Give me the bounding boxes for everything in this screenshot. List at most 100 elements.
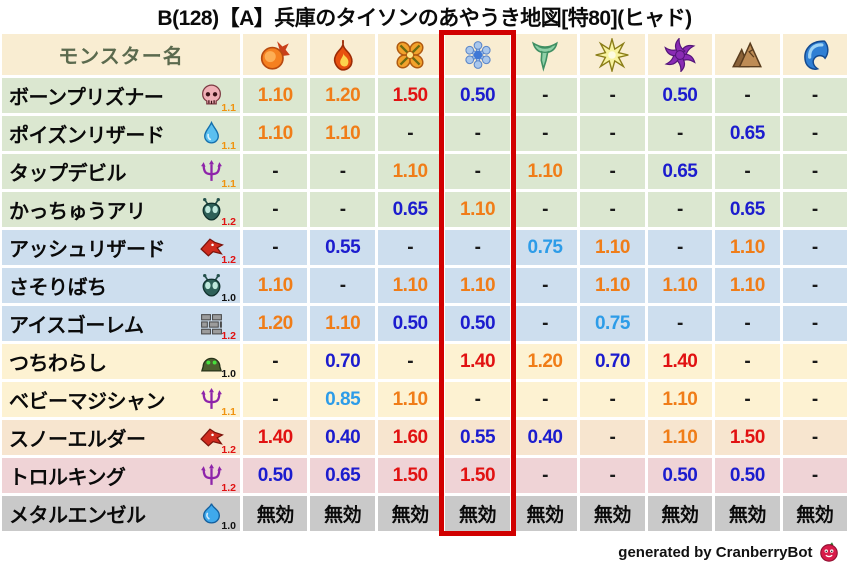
value-cell-explosion: -: [377, 344, 443, 379]
monster-name-header-label: モンスター名: [58, 46, 184, 68]
value-cell-wind: -: [512, 268, 578, 303]
resistance-value: -: [407, 236, 414, 258]
value-cell-lightning: -: [580, 78, 645, 113]
resistance-value: 0.85: [325, 388, 361, 410]
value-cell-earth: -: [715, 382, 780, 417]
value-cell-water: -: [782, 116, 847, 151]
resistance-value: -: [744, 84, 751, 106]
resistance-value: 1.10: [594, 274, 630, 296]
resistance-value: -: [744, 312, 751, 334]
resistance-value: 1.50: [460, 464, 496, 486]
value-cell-fire: 1.40: [243, 420, 308, 455]
value-cell-lightning: -: [580, 420, 645, 455]
column-header-earth: [715, 34, 780, 75]
resistance-value: 1.10: [257, 122, 293, 144]
hp-multiplier: 1.2: [221, 443, 236, 456]
value-cell-dark: -: [647, 230, 713, 265]
monster-name-header: モンスター名: [2, 34, 240, 75]
value-cell-lightning: 1.10: [580, 230, 645, 265]
value-cell-earth: 1.10: [715, 268, 780, 303]
value-cell-earth: 1.10: [715, 230, 780, 265]
resistance-value: 0.40: [527, 426, 563, 448]
value-cell-explosion: -: [377, 116, 443, 151]
monster-row-スノーエルダー: スノーエルダー 1.2: [2, 420, 240, 455]
resistance-value: -: [339, 274, 346, 296]
dragon-icon: 1.2: [199, 235, 236, 265]
value-cell-wind: -: [512, 458, 578, 493]
value-cell-fire: -: [243, 230, 308, 265]
monster-row-かっちゅうアリ: かっちゅうアリ 1.2: [2, 192, 240, 227]
value-cell-fire: 1.10: [243, 268, 308, 303]
value-cell-ice: -: [445, 382, 510, 417]
resistance-value: -: [407, 122, 414, 144]
resistance-value: -: [811, 350, 818, 372]
resistance-value: -: [339, 160, 346, 182]
value-cell-water: -: [782, 306, 847, 341]
resistance-value: -: [744, 350, 751, 372]
value-cell-earth: -: [715, 344, 780, 379]
resistance-value: 0.65: [392, 198, 428, 220]
resistance-value: -: [542, 274, 548, 296]
resistance-value: -: [811, 388, 818, 410]
value-cell-dark: 0.50: [647, 458, 713, 493]
resistance-value: 1.20: [325, 84, 361, 106]
value-cell-flame: 1.20: [310, 78, 375, 113]
value-cell-dark: 1.10: [647, 268, 713, 303]
value-cell-wind: -: [512, 382, 578, 417]
slime-icon: 1.0: [199, 501, 236, 531]
value-cell-wind: 無効: [512, 496, 578, 531]
column-header-fire: [243, 34, 308, 75]
wind-icon: [528, 38, 562, 72]
resistance-value: -: [272, 388, 279, 410]
resistance-value: 0.50: [662, 84, 698, 106]
value-cell-wind: 0.40: [512, 420, 578, 455]
value-cell-flame: 0.55: [310, 230, 375, 265]
resistance-value: -: [542, 198, 548, 220]
value-cell-lightning: 無効: [580, 496, 645, 531]
value-cell-wind: 0.75: [512, 230, 578, 265]
value-cell-explosion: 1.50: [377, 78, 443, 113]
resistance-value: -: [811, 426, 818, 448]
value-cell-dark: 無効: [647, 496, 713, 531]
monster-name: メタルエンゼル: [9, 505, 146, 527]
value-cell-water: -: [782, 230, 847, 265]
monster-name: タップデビル: [9, 163, 127, 185]
resistance-value: 無効: [324, 505, 362, 526]
resistance-value: 0.75: [527, 236, 563, 258]
value-cell-ice: -: [445, 154, 510, 189]
value-cell-flame: 0.70: [310, 344, 375, 379]
value-cell-explosion: 1.10: [377, 382, 443, 417]
value-cell-earth: 1.50: [715, 420, 780, 455]
value-cell-flame: 無効: [310, 496, 375, 531]
monster-name: アイスゴーレム: [9, 315, 144, 337]
resistance-value: -: [676, 312, 683, 334]
value-cell-explosion: 1.60: [377, 420, 443, 455]
resistance-value: -: [407, 350, 414, 372]
resistance-value: 1.10: [325, 312, 361, 334]
monster-name: ベビーマジシャン: [9, 391, 166, 413]
monster-name: つちわらし: [9, 353, 107, 375]
resistance-value: -: [811, 274, 818, 296]
resistance-value: 1.10: [392, 160, 428, 182]
hp-multiplier: 1.1: [221, 101, 236, 114]
fire-icon: [258, 38, 292, 72]
resistance-value: 1.10: [662, 388, 698, 410]
resistance-value: 1.40: [662, 350, 698, 372]
value-cell-water: -: [782, 420, 847, 455]
value-cell-explosion: 1.50: [377, 458, 443, 493]
trident-icon: 1.1: [199, 159, 236, 189]
resistance-value: -: [272, 198, 279, 220]
value-cell-water: -: [782, 268, 847, 303]
footer-credit: generated by CranberryBot: [618, 543, 813, 561]
hp-multiplier: 1.2: [221, 215, 236, 228]
resistance-value: -: [609, 464, 616, 486]
resistance-value: -: [811, 122, 818, 144]
value-cell-flame: 1.10: [310, 306, 375, 341]
monster-row-アイスゴーレム: アイスゴーレム 1.2: [2, 306, 240, 341]
hp-multiplier: 1.2: [221, 253, 236, 266]
resistance-value: 1.10: [392, 388, 428, 410]
resistance-value: 1.10: [662, 426, 698, 448]
value-cell-fire: -: [243, 344, 308, 379]
resistance-value: -: [811, 236, 818, 258]
resistance-value: 1.10: [460, 274, 496, 296]
